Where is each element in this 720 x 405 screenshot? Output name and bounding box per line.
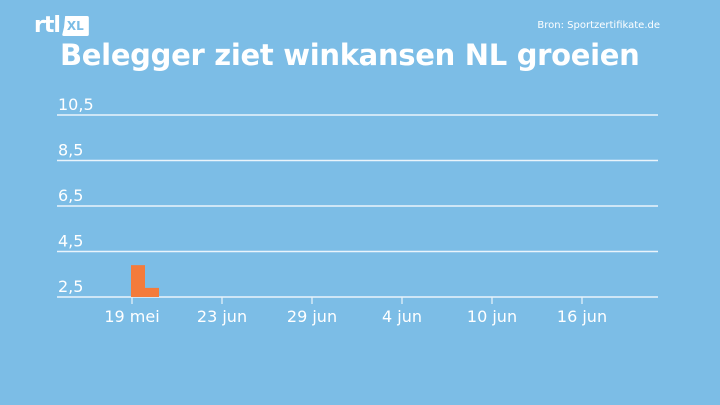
y-tick-label: 2,5 bbox=[58, 277, 83, 296]
rtlxl-logo: rtl XL bbox=[34, 14, 89, 38]
chart-title: Belegger ziet winkansen NL groeien bbox=[60, 38, 640, 72]
x-tick-label: 19 mei bbox=[104, 307, 159, 326]
y-tick-label: 10,5 bbox=[58, 95, 94, 114]
x-tick-label: 10 jun bbox=[467, 307, 517, 326]
bar bbox=[145, 287, 159, 297]
y-tick-label: 6,5 bbox=[58, 186, 83, 205]
bar bbox=[131, 265, 145, 297]
source-label: Bron: Sportzertifikate.de bbox=[537, 20, 660, 31]
y-tick-label: 4,5 bbox=[58, 232, 83, 251]
x-tick-label: 29 jun bbox=[287, 307, 337, 326]
y-tick-label: 8,5 bbox=[58, 141, 83, 160]
x-tick-label: 4 jun bbox=[382, 307, 422, 326]
logo-rtl-text: rtl bbox=[34, 13, 61, 38]
x-tick-label: 23 jun bbox=[197, 307, 247, 326]
logo-xl-badge: XL bbox=[61, 16, 89, 36]
x-tick-label: 16 jun bbox=[557, 307, 607, 326]
